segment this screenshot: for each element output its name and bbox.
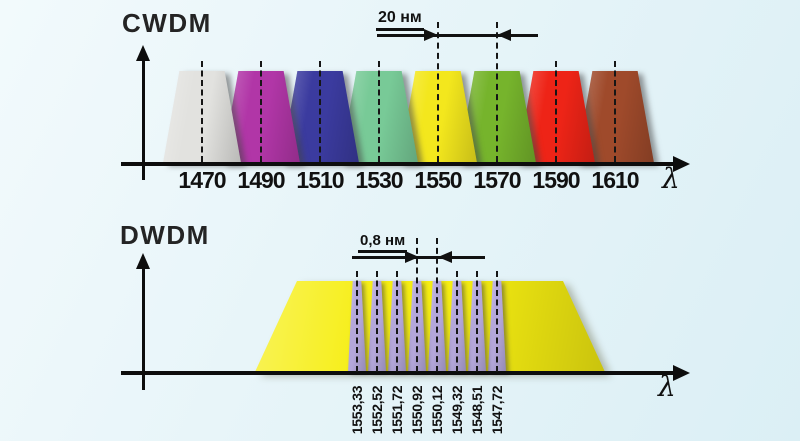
cwdm-annotation-arrow-right-icon — [424, 29, 438, 41]
cwdm-center-dashed-line — [319, 61, 321, 162]
dwdm-wavelength-label: 1547,72 — [489, 385, 505, 435]
dwdm-wavelength-label: 1550,12 — [429, 385, 445, 435]
dwdm-wavelength-label: 1551,72 — [389, 385, 405, 435]
dwdm-y-axis-arrow-icon — [136, 253, 150, 269]
cwdm-annotation-arrow-left-icon — [497, 29, 511, 41]
cwdm-center-dashed-line — [555, 61, 557, 162]
dwdm-center-dashed-line — [496, 271, 498, 372]
cwdm-center-dashed-line — [378, 61, 380, 162]
dwdm-center-dashed-line — [396, 271, 398, 372]
cwdm-wavelength-label: 1610 — [591, 167, 639, 193]
dwdm-x-axis-arrow-icon — [673, 365, 690, 381]
cwdm-center-dashed-line — [496, 22, 498, 162]
cwdm-wavelength-label: 1550 — [414, 167, 462, 193]
cwdm-center-dashed-line — [437, 22, 439, 162]
cwdm-x-axis — [121, 162, 678, 166]
cwdm-center-dashed-line — [260, 61, 262, 162]
dwdm-annotation-arrow-right-icon — [405, 251, 419, 263]
cwdm-annotation-dimension-line — [377, 34, 538, 37]
dwdm-wavelength-label: 1552,52 — [369, 385, 385, 435]
dwdm-wavelength-label: 1548,51 — [469, 385, 485, 435]
dwdm-wavelength-label: 1550,92 — [409, 385, 425, 435]
dwdm-center-dashed-line — [356, 271, 358, 372]
dwdm-wavelength-label: 1553,33 — [349, 385, 365, 435]
cwdm-lambda-axis-label: λ — [662, 162, 680, 195]
cwdm-wavelength-label: 1590 — [532, 167, 580, 193]
dwdm-wavelength-label: 1549,32 — [449, 385, 465, 435]
cwdm-wavelength-label: 1530 — [355, 167, 403, 193]
cwdm-center-dashed-line — [201, 61, 203, 162]
cwdm-y-axis — [142, 60, 145, 180]
dwdm-center-dashed-line — [436, 238, 438, 372]
dwdm-center-dashed-line — [456, 271, 458, 372]
cwdm-wavelength-label: 1490 — [237, 167, 285, 193]
cwdm-y-axis-arrow-icon — [136, 45, 150, 61]
cwdm-title: CWDM — [122, 8, 212, 38]
cwdm-x-axis-arrow-icon — [673, 156, 690, 172]
cwdm-wavelength-label: 1510 — [296, 167, 344, 193]
dwdm-lambda-axis-label: λ — [658, 370, 676, 403]
dwdm-center-dashed-line — [376, 271, 378, 372]
dwdm-title: DWDM — [120, 220, 210, 250]
cwdm-wavelength-label: 1470 — [178, 167, 226, 193]
cwdm-spacing-annotation-label: 20 нм — [376, 9, 424, 31]
dwdm-center-dashed-line — [416, 238, 418, 372]
cwdm-center-dashed-line — [614, 61, 616, 162]
dwdm-spacing-annotation-label: 0,8 нм — [358, 232, 408, 253]
dwdm-y-axis — [142, 268, 145, 390]
dwdm-x-axis — [121, 371, 678, 375]
dwdm-center-dashed-line — [476, 271, 478, 372]
dwdm-annotation-arrow-left-icon — [438, 251, 452, 263]
cwdm-wavelength-label: 1570 — [473, 167, 521, 193]
